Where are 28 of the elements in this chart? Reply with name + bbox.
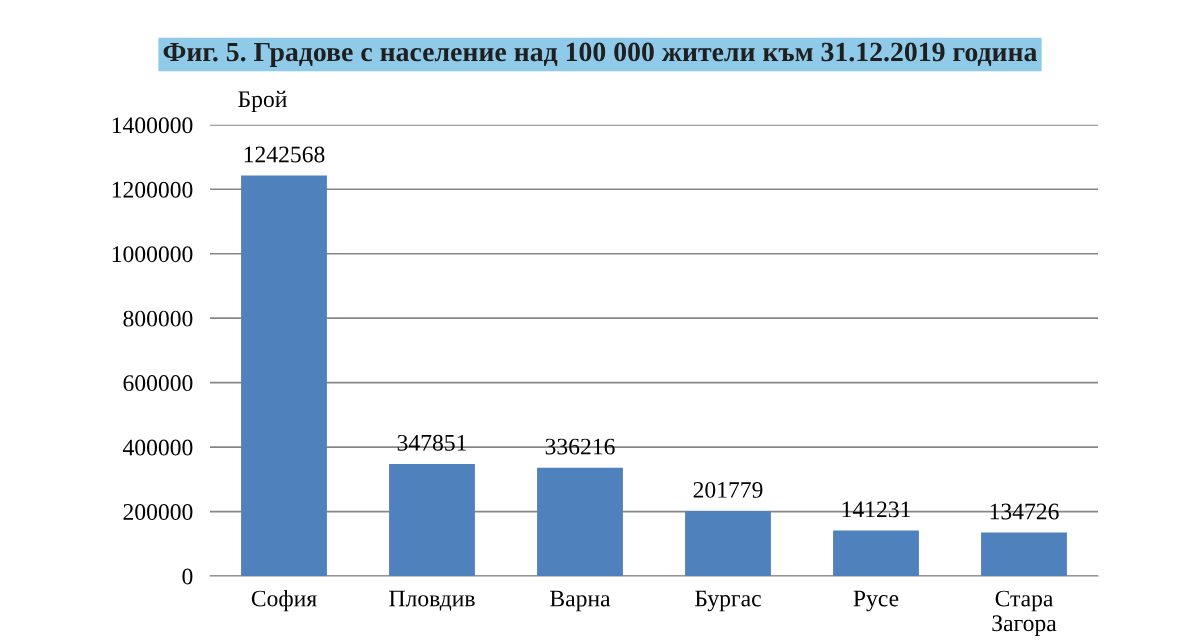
data-label: 141231 bbox=[842, 501, 910, 518]
bar bbox=[833, 530, 919, 576]
bar bbox=[241, 175, 327, 576]
x-tick-label: Пловдив bbox=[389, 590, 475, 611]
y-tick-label: 1200000 bbox=[112, 181, 193, 198]
y-tick-label: 400000 bbox=[122, 439, 193, 456]
data-label: 201779 bbox=[693, 481, 763, 498]
data-label: 347851 bbox=[397, 434, 466, 451]
bar bbox=[685, 510, 771, 576]
x-tick-label: София bbox=[251, 589, 317, 612]
bar bbox=[981, 532, 1067, 576]
x-tick-label: Стара Загора bbox=[992, 590, 1057, 636]
bar bbox=[389, 463, 475, 576]
x-tick-label: Варна bbox=[550, 590, 611, 612]
y-tick-label: 0 bbox=[182, 568, 193, 585]
data-label: 1242568 bbox=[244, 146, 325, 163]
y-tick-label: 200000 bbox=[123, 504, 193, 520]
data-label: 134726 bbox=[990, 503, 1059, 520]
chart-title: Фиг. 5. Градове с население над 100 000 жители към 31.12.2019 година bbox=[163, 42, 1038, 67]
y-tick-label: 1400000 bbox=[112, 117, 193, 134]
y-tick-label: 600000 bbox=[123, 375, 193, 392]
data-label: 336216 bbox=[545, 438, 615, 455]
y-tick-label: 800000 bbox=[123, 310, 193, 327]
y-axis-title: Брой bbox=[238, 90, 287, 112]
bar bbox=[537, 467, 623, 576]
x-tick-label: Русе bbox=[853, 590, 899, 612]
y-tick-label: 1000000 bbox=[112, 246, 193, 263]
x-tick-label: Бургас bbox=[695, 590, 761, 612]
